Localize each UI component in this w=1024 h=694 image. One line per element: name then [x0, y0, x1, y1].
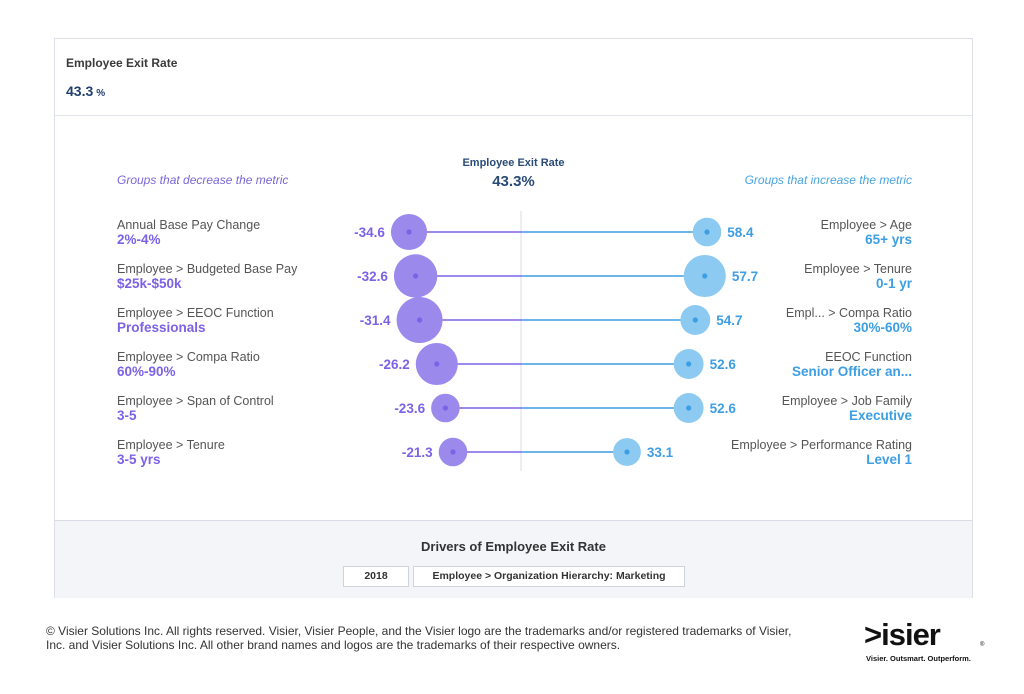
decrease-value-label: -32.6	[357, 269, 388, 284]
increase-attribute: Employee > Performance Rating	[731, 438, 912, 452]
increase-group: 30%-60%	[853, 320, 912, 335]
copyright-text: © Visier Solutions Inc. All rights reser…	[46, 624, 792, 652]
scope-filter[interactable]: Employee > Organization Hierarchy: Marke…	[413, 566, 685, 587]
decrease-row[interactable]: Employee > Compa Ratio 60%-90%	[117, 350, 347, 379]
increase-value-label: 57.7	[732, 269, 758, 284]
drivers-chart: -34.6 -32.6 -31.4 -26.2 -23.6 -21.3 58.4 57.7 54…	[354, 211, 758, 471]
visier-logo: >isier ® Visier. Outsmart. Outperform.	[864, 618, 986, 666]
decrease-attribute: Employee > EEOC Function	[117, 306, 274, 320]
decrease-row[interactable]: Employee > Span of Control 3-5	[117, 394, 347, 423]
decrease-dot	[442, 405, 448, 411]
increase-attribute: EEOC Function	[825, 350, 912, 364]
increase-dot	[702, 273, 708, 279]
increase-row[interactable]: EEOC Function Senior Officer an...	[682, 350, 912, 379]
increase-row[interactable]: Employee > Tenure 0-1 yr	[682, 262, 912, 291]
increase-row[interactable]: Employee > Job Family Executive	[682, 394, 912, 423]
decrease-attribute: Employee > Span of Control	[117, 394, 274, 408]
increase-dot	[624, 449, 630, 455]
increase-heading: Groups that increase the metric	[744, 173, 912, 187]
increase-group: Executive	[848, 408, 912, 423]
decrease-group: $25k-$50k	[117, 276, 182, 291]
footer-title: Drivers of Employee Exit Rate	[421, 539, 606, 554]
increase-attribute: Empl... > Compa Ratio	[785, 306, 912, 320]
logo-tagline: Visier. Outsmart. Outperform.	[866, 654, 971, 663]
increase-dot	[686, 405, 692, 411]
increase-row[interactable]: Employee > Age 65+ yrs	[682, 218, 912, 247]
decrease-row[interactable]: Employee > Tenure 3-5 yrs	[117, 438, 347, 467]
decrease-group: 2%-4%	[117, 232, 161, 247]
decrease-value-label: -21.3	[402, 445, 433, 460]
center-metric-title: Employee Exit Rate	[462, 157, 565, 169]
kpi-unit: %	[96, 88, 106, 99]
kpi-value-number: 43.3	[66, 83, 94, 99]
increase-value-label: 58.4	[727, 225, 754, 240]
drivers-card: Employee Exit Rate 43.3% -34.6 -32.6 -31.4…	[54, 38, 973, 598]
increase-value-label: 52.6	[710, 357, 737, 372]
decrease-dot	[413, 273, 419, 279]
decrease-row[interactable]: Annual Base Pay Change 2%-4%	[117, 218, 347, 247]
increase-group: 0-1 yr	[875, 276, 912, 291]
decrease-value-label: -31.4	[360, 313, 391, 328]
center-metric-value: 43.3%	[492, 173, 535, 190]
increase-attribute: Employee > Age	[820, 218, 912, 232]
decrease-value-label: -34.6	[354, 225, 385, 240]
decrease-attribute: Employee > Budgeted Base Pay	[117, 262, 298, 276]
logo-registered: ®	[980, 642, 985, 648]
decrease-group: Professionals	[117, 320, 206, 335]
increase-group: Level 1	[866, 452, 912, 467]
logo-wordmark: >isier	[864, 617, 941, 652]
increase-dot	[686, 361, 692, 367]
decrease-dot	[434, 361, 440, 367]
increase-group: 65+ yrs	[865, 232, 912, 247]
decrease-row[interactable]: Employee > Budgeted Base Pay $25k-$50k	[117, 262, 347, 291]
kpi-header[interactable]: Employee Exit Rate 43.3%	[55, 39, 972, 116]
decrease-heading: Groups that decrease the metric	[117, 173, 289, 187]
decrease-dot	[406, 229, 412, 235]
decrease-attribute: Employee > Compa Ratio	[117, 350, 260, 364]
increase-value-label: 52.6	[710, 401, 737, 416]
kpi-label: Employee Exit Rate	[66, 56, 178, 70]
increase-attribute: Employee > Tenure	[804, 262, 912, 276]
decrease-attribute: Employee > Tenure	[117, 438, 225, 452]
decrease-dot	[450, 449, 456, 455]
decrease-value-label: -26.2	[379, 357, 410, 372]
decrease-group: 3-5	[117, 408, 137, 423]
decrease-row[interactable]: Employee > EEOC Function Professionals	[117, 306, 347, 335]
increase-row[interactable]: Employee > Performance Rating Level 1	[682, 438, 912, 467]
decrease-value-label: -23.6	[394, 401, 425, 416]
increase-attribute: Employee > Job Family	[781, 394, 912, 408]
year-filter[interactable]: 2018	[343, 566, 409, 587]
decrease-dot	[416, 317, 423, 323]
increase-row[interactable]: Empl... > Compa Ratio 30%-60%	[682, 306, 912, 335]
card-footer: Drivers of Employee Exit Rate 2018 Emplo…	[55, 520, 972, 598]
kpi-value: 43.3%	[66, 83, 105, 99]
increase-value-label: 54.7	[716, 313, 742, 328]
increase-dot	[704, 229, 710, 235]
decrease-attribute: Annual Base Pay Change	[117, 218, 261, 232]
decrease-group: 3-5 yrs	[117, 452, 161, 467]
decrease-group: 60%-90%	[117, 364, 176, 379]
increase-dot	[692, 317, 698, 323]
increase-group: Senior Officer an...	[791, 364, 912, 379]
increase-value-label: 33.1	[647, 445, 674, 460]
